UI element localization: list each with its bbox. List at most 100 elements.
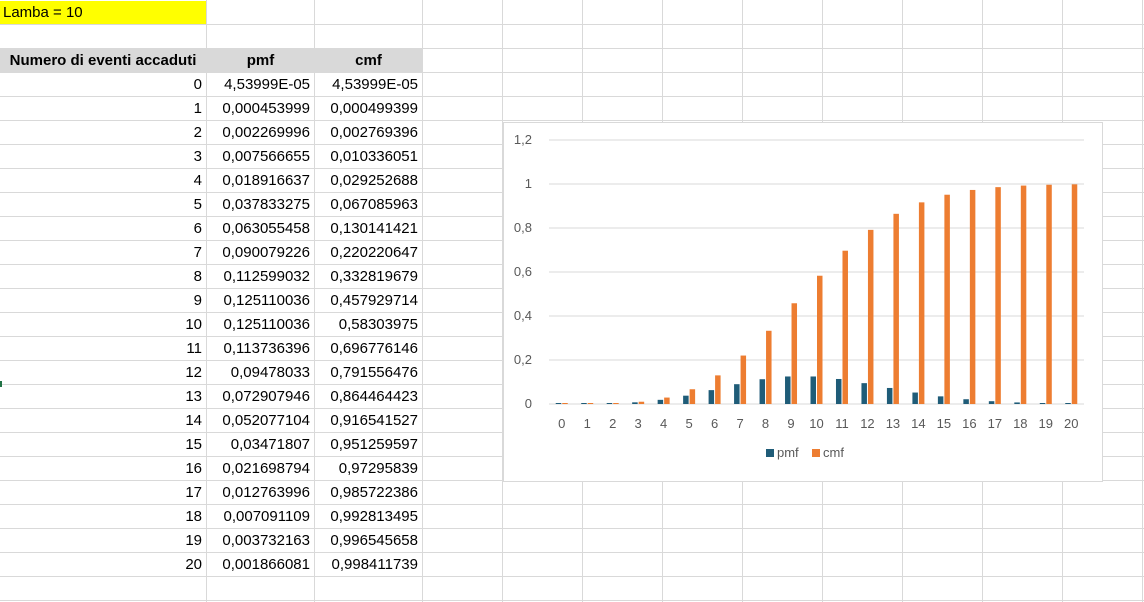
cmf-cell[interactable]: 0,985722386 — [330, 484, 418, 501]
chart-canvas: 00,20,40,60,811,20 1 2 3 4 5 6 7 8 9 10 11 12 13 14 15 1… — [514, 132, 1084, 460]
event-count-cell[interactable]: 13 — [185, 388, 202, 405]
pmf-bar — [988, 401, 995, 404]
cmf-cell[interactable]: 0,951259597 — [330, 436, 418, 453]
cmf-cell[interactable]: 0,97295839 — [338, 460, 418, 477]
row-edge-marker — [0, 381, 2, 387]
cmf-bar — [995, 187, 1001, 404]
pmf-bar — [861, 383, 867, 404]
column-gridline — [502, 0, 503, 602]
pmf-cell[interactable]: 0,007091109 — [223, 508, 310, 525]
x-tick-label: 0 — [558, 416, 565, 431]
bar-chart[interactable]: 0 0,2 0,4 0,6 0,8 1 1,2 0 1 2 3 4 5 6 7 8 9 10 11 12 13 14 15 1… — [503, 122, 1103, 482]
pmf-bar — [937, 396, 944, 404]
pmf-cell[interactable]: 0,063055458 — [222, 220, 310, 237]
cmf-cell[interactable]: 0,332819679 — [330, 268, 418, 285]
event-count-cell[interactable]: 5 — [193, 196, 202, 213]
cmf-cell[interactable]: 0,696776146 — [330, 340, 418, 357]
pmf-bar — [555, 403, 562, 404]
pmf-cell[interactable]: 0,113736396 — [223, 340, 310, 357]
cmf-cell[interactable]: 0,457929714 — [330, 292, 418, 309]
pmf-cell[interactable]: 0,012763996 — [222, 484, 310, 501]
event-count-cell[interactable]: 16 — [185, 460, 202, 477]
pmf-cell[interactable]: 0,018916637 — [222, 172, 310, 189]
cmf-bar — [587, 403, 594, 404]
event-count-cell[interactable]: 8 — [193, 268, 202, 285]
pmf-bar — [734, 384, 740, 404]
event-count-cell[interactable]: 11 — [186, 340, 202, 357]
row-gridline — [0, 48, 1144, 49]
y-tick-label: 0,2 — [514, 352, 532, 367]
cmf-cell[interactable]: 0,010336051 — [330, 148, 418, 165]
cmf-bar — [969, 189, 976, 404]
cmf-bar — [562, 403, 568, 404]
event-count-cell[interactable]: 6 — [193, 220, 202, 237]
pmf-cell[interactable]: 0,001866081 — [222, 556, 310, 573]
header-pmf[interactable]: pmf — [207, 49, 314, 72]
pmf-cell[interactable]: 0,072907946 — [222, 388, 310, 405]
event-count-cell[interactable]: 17 — [185, 484, 202, 501]
pmf-cell[interactable]: 0,125110036 — [223, 292, 310, 309]
event-count-cell[interactable]: 19 — [185, 532, 202, 549]
cmf-cell[interactable]: 0,864464423 — [330, 388, 418, 405]
pmf-cell[interactable]: 0,125110036 — [223, 316, 310, 333]
pmf-bar — [963, 399, 969, 404]
pmf-cell[interactable]: 0,037833275 — [222, 196, 310, 213]
column-gridline — [1142, 0, 1143, 602]
pmf-cell[interactable]: 0,000453999 — [222, 100, 310, 117]
column-gridline — [422, 0, 423, 602]
event-count-cell[interactable]: 1 — [193, 100, 202, 117]
cmf-bar — [867, 229, 874, 404]
row-gridline — [0, 600, 1144, 601]
pmf-bar — [632, 402, 638, 404]
cmf-cell[interactable]: 0,998411739 — [331, 556, 418, 573]
pmf-cell[interactable]: 4,53999E-05 — [224, 76, 310, 93]
pmf-cell[interactable]: 0,021698794 — [222, 460, 310, 477]
x-tick-label: 9 — [787, 416, 794, 431]
cmf-cell[interactable]: 0,58303975 — [338, 316, 418, 333]
pmf-cell[interactable]: 0,112599032 — [223, 268, 310, 285]
row-gridline — [0, 96, 1144, 97]
cmf-cell[interactable]: 0,220220647 — [330, 244, 418, 261]
event-count-cell[interactable]: 0 — [193, 76, 202, 93]
cmf-bar — [613, 403, 619, 404]
row-gridline — [0, 24, 1144, 25]
header-events[interactable]: Numero di eventi accaduti — [0, 49, 206, 72]
cmf-cell[interactable]: 0,029252688 — [330, 172, 418, 189]
event-count-cell[interactable]: 9 — [193, 292, 202, 309]
cmf-cell[interactable]: 4,53999E-05 — [332, 76, 418, 93]
event-count-cell[interactable]: 10 — [185, 316, 202, 333]
cmf-cell[interactable]: 0,130141421 — [330, 220, 418, 237]
x-tick-label: 11 — [835, 416, 849, 431]
cmf-bar — [664, 397, 670, 404]
event-count-cell[interactable]: 18 — [185, 508, 202, 525]
pmf-cell[interactable]: 0,052077104 — [222, 412, 310, 429]
event-count-cell[interactable]: 2 — [193, 124, 202, 141]
pmf-cell[interactable]: 0,03471807 — [230, 436, 310, 453]
column-gridline — [314, 0, 315, 602]
event-count-cell[interactable]: 14 — [185, 412, 202, 429]
event-count-cell[interactable]: 7 — [193, 244, 202, 261]
event-count-cell[interactable]: 3 — [193, 148, 202, 165]
cmf-cell[interactable]: 0,000499399 — [330, 100, 418, 117]
pmf-cell[interactable]: 0,090079226 — [222, 244, 310, 261]
pmf-cell[interactable]: 0,002269996 — [222, 124, 310, 141]
event-count-cell[interactable]: 15 — [185, 436, 202, 453]
lambda-cell[interactable]: Lamba = 10 — [0, 1, 206, 24]
header-cmf[interactable]: cmf — [315, 49, 422, 72]
cmf-cell[interactable]: 0,791556476 — [330, 364, 418, 381]
pmf-bar — [1039, 403, 1046, 404]
cmf-cell[interactable]: 0,916541527 — [330, 412, 418, 429]
pmf-cell[interactable]: 0,003732163 — [222, 532, 310, 549]
pmf-cell[interactable]: 0,09478033 — [230, 364, 310, 381]
cmf-cell[interactable]: 0,996545658 — [330, 532, 418, 549]
event-count-cell[interactable]: 12 — [185, 364, 202, 381]
event-count-cell[interactable]: 20 — [185, 556, 202, 573]
event-count-cell[interactable]: 4 — [193, 172, 202, 189]
cmf-cell[interactable]: 0,992813495 — [330, 508, 418, 525]
row-gridline — [0, 552, 1144, 553]
pmf-cell[interactable]: 0,007566655 — [222, 148, 310, 165]
cmf-cell[interactable]: 0,002769396 — [330, 124, 418, 141]
cmf-bar — [1020, 185, 1027, 404]
cmf-cell[interactable]: 0,067085963 — [330, 196, 418, 213]
